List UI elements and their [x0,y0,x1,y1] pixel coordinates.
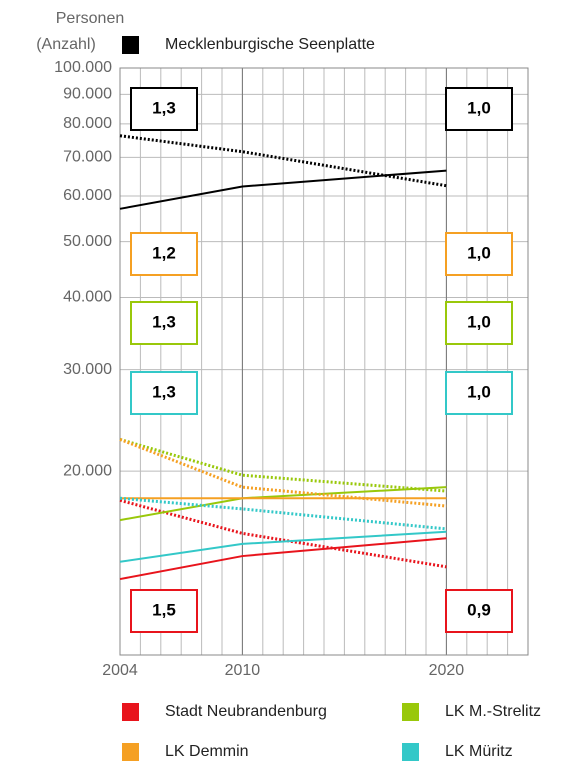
ratio-box [130,301,198,345]
ratio-box [130,589,198,633]
ratio-box [445,301,513,345]
x-tick-label: 2010 [225,662,261,679]
ratio-box [445,589,513,633]
ratio-label: 1,0 [467,243,491,262]
x-tick-label: 2004 [102,662,138,679]
legend-swatch [122,703,139,721]
y-tick-label: 40.000 [63,289,112,306]
ratio-label: 1,3 [152,98,176,117]
legend-label: LK Demmin [165,743,249,760]
y-tick-label: 60.000 [63,187,112,204]
legend-label: LK M.-Strelitz [445,703,541,720]
y-tick-label: 50.000 [63,233,112,250]
ratio-label: 1,0 [467,382,491,401]
plot-frame [119,67,529,656]
legend-swatch [122,743,139,761]
series-line [119,530,447,563]
legend-swatch [402,703,419,721]
x-tick-label: 2020 [429,662,465,679]
ratio-label: 1,3 [152,312,176,331]
series-line [119,537,447,581]
ratio-box [445,87,513,131]
ratio-box [445,371,513,415]
ratio-label: 1,0 [467,98,491,117]
ratio-box [130,371,198,415]
series-dotted-line [119,498,447,569]
legend-label: Stadt Neubrandenburg [165,703,327,720]
ratio-box [130,87,198,131]
y-axis-label: (Anzahl) [36,36,96,53]
series-dotted-line [119,134,447,188]
ratio-box [130,232,198,276]
series-dotted-line [119,496,447,531]
ratio-label: 0,9 [467,600,491,619]
y-tick-label: 100.000 [54,59,112,76]
legend-label: LK Müritz [445,743,513,760]
y-tick-label: 30.000 [63,361,112,378]
y-axis-label: Personen [56,10,125,27]
y-tick-label: 80.000 [63,115,112,132]
y-tick-label: 20.000 [63,462,112,479]
legend-swatch [122,36,139,54]
ratio-label: 1,2 [152,243,176,262]
y-tick-label: 90.000 [63,86,112,103]
legend-swatch [402,743,419,761]
y-tick-label: 70.000 [63,149,112,166]
ratio-box [445,232,513,276]
legend-label: Mecklenburgische Seenplatte [165,36,375,53]
ratio-label: 1,3 [152,382,176,401]
ratio-label: 1,5 [152,600,176,619]
ratio-label: 1,0 [467,312,491,331]
